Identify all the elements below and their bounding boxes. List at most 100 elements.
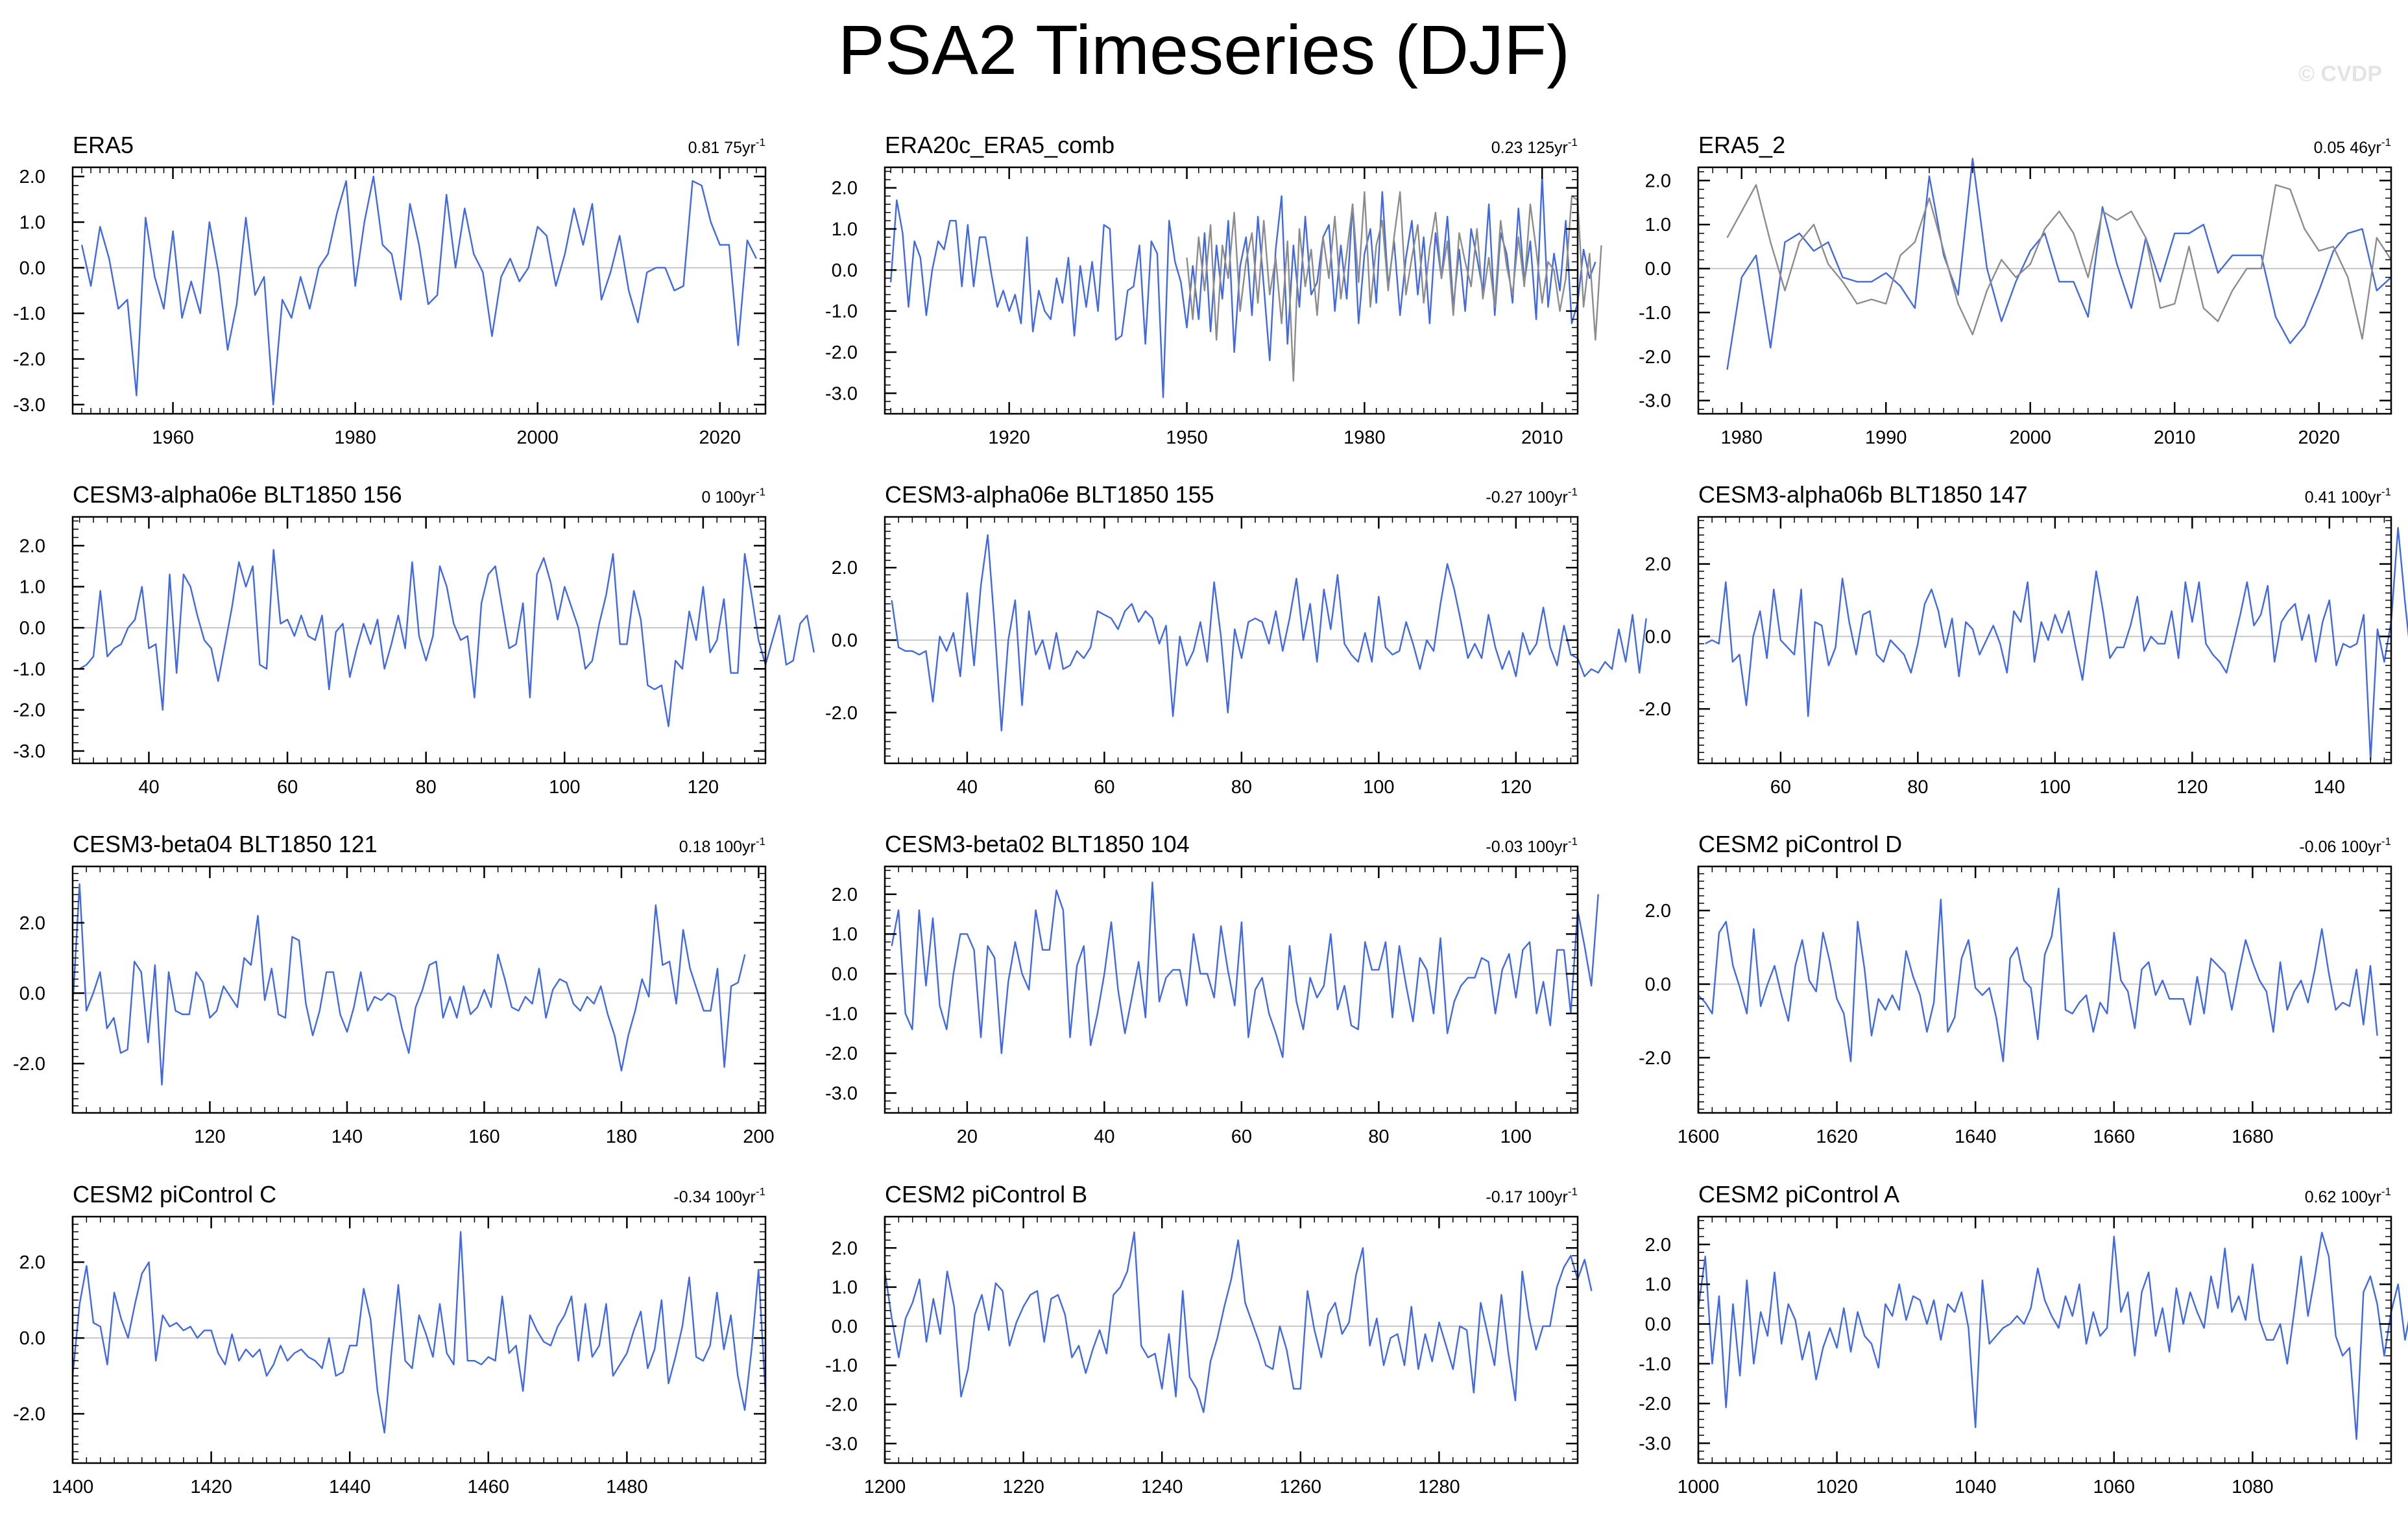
- x-tick-label: 1980: [1343, 427, 1386, 448]
- x-tick-label: 100: [549, 777, 580, 798]
- panel-title: CESM2 piControl A: [1698, 1181, 1899, 1208]
- x-tick-label: 1040: [1955, 1477, 1997, 1497]
- series-line-0: [1697, 1232, 2408, 1440]
- y-tick-label: 0.0: [19, 983, 45, 1004]
- x-tick-label: 1200: [864, 1477, 906, 1497]
- y-tick-label: -2.0: [1639, 1048, 1671, 1069]
- x-tick-label: 80: [1907, 777, 1928, 798]
- panel-trend: 0.81 75yr-1: [688, 136, 765, 157]
- x-tick-label: 1950: [1166, 427, 1208, 448]
- cvdp-watermark: © CVDP: [2298, 62, 2382, 86]
- x-tick-label: 140: [2314, 777, 2345, 798]
- panel-3: CESM3-alpha06e BLT1850 156 0 100yr-1 40 60 8…: [13, 481, 815, 798]
- series-line-0: [891, 534, 1647, 732]
- y-tick-label: -2.0: [1639, 699, 1671, 720]
- y-tick-label: 1.0: [832, 1278, 858, 1298]
- y-tick-label: -3.0: [1639, 1433, 1671, 1454]
- x-tick-label: 1980: [334, 427, 376, 448]
- y-tick-label: -2.0: [1639, 347, 1671, 368]
- panel-trend: 0.41 100yr-1: [2305, 486, 2391, 507]
- y-tick-label: -3.0: [13, 741, 45, 762]
- series-line-1: [1186, 191, 1602, 382]
- panel-trend: 0.05 46yr-1: [2314, 136, 2391, 157]
- x-tick-label: 1440: [329, 1477, 371, 1497]
- y-tick-label: 2.0: [832, 178, 858, 199]
- plot-frame: [1697, 1215, 2392, 1464]
- x-tick-label: 1060: [2093, 1477, 2136, 1497]
- panel-title: ERA5: [73, 132, 134, 158]
- panel-title: ERA20c_ERA5_comb: [885, 132, 1114, 158]
- y-tick-label: -2.0: [13, 350, 45, 370]
- x-tick-label: 1620: [1816, 1127, 1858, 1147]
- series-line-0: [71, 883, 746, 1086]
- panel-title: CESM3-beta04 BLT1850 121: [73, 831, 378, 857]
- y-tick-label: -1.0: [825, 1355, 858, 1376]
- panel-trend: -0.17 100yr-1: [1486, 1186, 1578, 1206]
- x-tick-label: 1660: [2093, 1127, 2136, 1147]
- panel-9: CESM2 piControl C -0.34 100yr-1 1400 1420 14…: [13, 1181, 767, 1497]
- panel-trend: -0.03 100yr-1: [1486, 835, 1578, 856]
- x-tick-label: 80: [416, 777, 437, 798]
- x-tick-label: 120: [688, 777, 719, 798]
- y-tick-label: 2.0: [1645, 554, 1671, 575]
- x-tick-label: 60: [277, 777, 298, 798]
- panel-11: CESM2 piControl A 0.62 100yr-1 1000 1020 104…: [1639, 1181, 2408, 1497]
- x-tick-label: 1280: [1418, 1477, 1460, 1497]
- panel-trend: 0 100yr-1: [701, 486, 765, 507]
- x-tick-label: 1990: [1865, 427, 1907, 448]
- panel-trend: 0.23 125yr-1: [1491, 136, 1578, 157]
- x-tick-label: 20: [957, 1127, 978, 1147]
- x-tick-label: 60: [1770, 777, 1791, 798]
- y-tick-label: -2.0: [825, 342, 858, 363]
- panel-6: CESM3-beta04 BLT1850 121 0.18 100yr-1 120 1…: [13, 831, 775, 1147]
- y-tick-label: -3.0: [1639, 391, 1671, 412]
- x-tick-label: 1600: [1678, 1127, 1720, 1147]
- x-tick-label: 1260: [1280, 1477, 1322, 1497]
- y-tick-label: -2.0: [13, 1404, 45, 1425]
- y-tick-label: -3.0: [825, 383, 858, 404]
- y-tick-label: 0.0: [1645, 259, 1671, 280]
- panel-trend: -0.06 100yr-1: [2299, 835, 2391, 856]
- x-tick-label: 120: [2176, 777, 2208, 798]
- y-tick-label: -2.0: [1639, 1394, 1671, 1414]
- y-tick-label: -1.0: [825, 1004, 858, 1025]
- panel-8: CESM2 piControl D -0.06 100yr-1 1600 1620 16…: [1639, 831, 2392, 1147]
- y-tick-label: 2.0: [19, 1252, 45, 1273]
- y-tick-label: 0.0: [832, 260, 858, 281]
- panel-title: ERA5_2: [1698, 132, 1785, 158]
- plot-frame: [71, 1215, 767, 1464]
- panel-title: CESM3-alpha06e BLT1850 156: [73, 481, 402, 508]
- panel-5: CESM3-alpha06b BLT1850 147 0.41 100yr-1 60…: [1639, 481, 2408, 798]
- y-tick-label: -1.0: [13, 659, 45, 680]
- x-tick-label: 1220: [1002, 1477, 1044, 1497]
- x-tick-label: 100: [1500, 1127, 1532, 1147]
- panel-4: CESM3-alpha06e BLT1850 155 -0.27 100yr-1 4…: [825, 481, 1647, 798]
- x-tick-label: 1240: [1141, 1477, 1183, 1497]
- y-tick-label: 0.0: [19, 618, 45, 639]
- x-tick-label: 1480: [606, 1477, 648, 1497]
- x-tick-label: 60: [1094, 777, 1114, 798]
- panel-2: ERA5_2 0.05 46yr-1 1980 1990 2000 2010 2020 2.0…: [1639, 132, 2392, 448]
- x-tick-label: 40: [138, 777, 159, 798]
- y-tick-label: -2.0: [13, 700, 45, 721]
- y-tick-label: -1.0: [1639, 1354, 1671, 1375]
- panel-trend: 0.18 100yr-1: [679, 835, 765, 856]
- x-tick-label: 1640: [1955, 1127, 1997, 1147]
- x-tick-label: 1080: [2232, 1477, 2274, 1497]
- series-line-0: [1698, 887, 2378, 1062]
- x-tick-label: 2020: [699, 427, 741, 448]
- x-tick-label: 40: [1094, 1127, 1114, 1147]
- y-tick-label: -2.0: [825, 703, 858, 724]
- y-tick-label: 0.0: [1645, 1314, 1671, 1335]
- plot-frame: [71, 166, 767, 415]
- series-line-0: [1705, 527, 2408, 761]
- series-line-0: [889, 174, 1596, 398]
- y-tick-label: -2.0: [825, 1043, 858, 1064]
- y-tick-label: 0.0: [19, 1328, 45, 1349]
- x-tick-label: 2010: [2154, 427, 2196, 448]
- y-tick-label: 2.0: [19, 536, 45, 556]
- y-tick-label: 1.0: [19, 212, 45, 233]
- series-line-1: [1726, 184, 2392, 340]
- x-tick-label: 1920: [988, 427, 1030, 448]
- y-tick-label: 2.0: [19, 913, 45, 934]
